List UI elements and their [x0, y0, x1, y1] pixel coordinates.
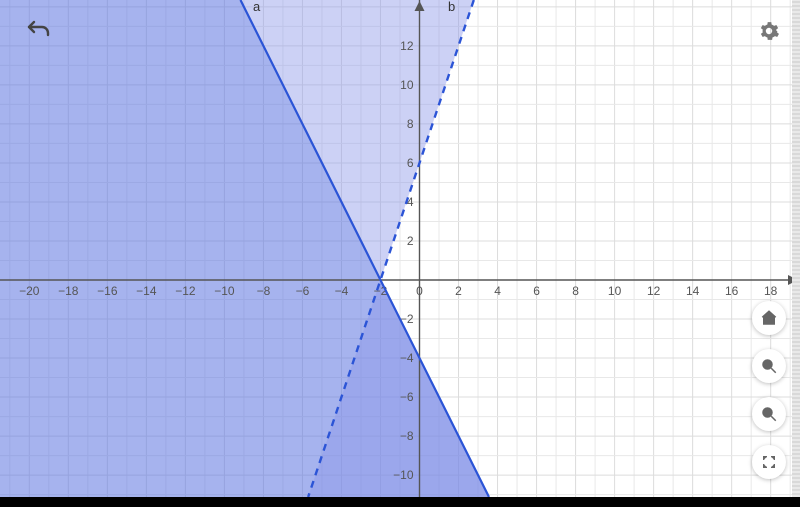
- y-tick-label: −8: [400, 429, 414, 443]
- zoom-in-icon: [760, 357, 778, 375]
- x-tick-label: 8: [572, 284, 579, 298]
- x-tick-label: 18: [764, 284, 778, 298]
- x-tick-label: −18: [58, 284, 79, 298]
- gear-icon: [758, 20, 780, 42]
- y-tick-label: −6: [400, 390, 414, 404]
- line-label-b: b: [448, 0, 455, 14]
- x-tick-label: −4: [335, 284, 349, 298]
- x-tick-label: 4: [494, 284, 501, 298]
- x-tick-label: 12: [647, 284, 661, 298]
- settings-button[interactable]: [752, 14, 786, 48]
- graph-stage: −20−18−16−14−12−10−8−6−4−202468101214161…: [0, 0, 800, 507]
- line-label-a: a: [253, 0, 261, 14]
- y-tick-label: 12: [400, 39, 414, 53]
- y-tick-label: 8: [407, 117, 414, 131]
- y-tick-label: −10: [393, 468, 414, 482]
- fullscreen-icon: [761, 454, 777, 470]
- coordinate-plane[interactable]: −20−18−16−14−12−10−8−6−4−202468101214161…: [0, 0, 800, 497]
- undo-button[interactable]: [18, 12, 58, 44]
- y-tick-label: 4: [407, 195, 414, 209]
- right-edge-strip: [792, 0, 800, 497]
- home-button[interactable]: [752, 301, 786, 335]
- x-tick-label: 2: [455, 284, 462, 298]
- undo-icon: [25, 18, 51, 38]
- y-tick-label: 10: [400, 78, 414, 92]
- y-tick-label: −4: [400, 351, 414, 365]
- x-tick-label: 10: [608, 284, 622, 298]
- bottom-bar: [0, 497, 800, 507]
- x-tick-label: 16: [725, 284, 739, 298]
- zoom-out-icon: [760, 405, 778, 423]
- x-tick-label: 0: [416, 284, 423, 298]
- y-tick-label: 6: [407, 156, 414, 170]
- zoom-in-button[interactable]: [752, 349, 786, 383]
- x-tick-label: 14: [686, 284, 700, 298]
- x-tick-label: −16: [97, 284, 118, 298]
- home-icon: [760, 309, 778, 327]
- x-tick-label: −10: [214, 284, 235, 298]
- zoom-out-button[interactable]: [752, 397, 786, 431]
- y-tick-label: 2: [407, 234, 414, 248]
- x-tick-label: −12: [175, 284, 196, 298]
- fullscreen-button[interactable]: [752, 445, 786, 479]
- x-tick-label: −14: [136, 284, 157, 298]
- x-tick-label: −8: [257, 284, 271, 298]
- x-tick-label: −20: [19, 284, 40, 298]
- x-tick-label: 6: [533, 284, 540, 298]
- x-tick-label: −6: [296, 284, 310, 298]
